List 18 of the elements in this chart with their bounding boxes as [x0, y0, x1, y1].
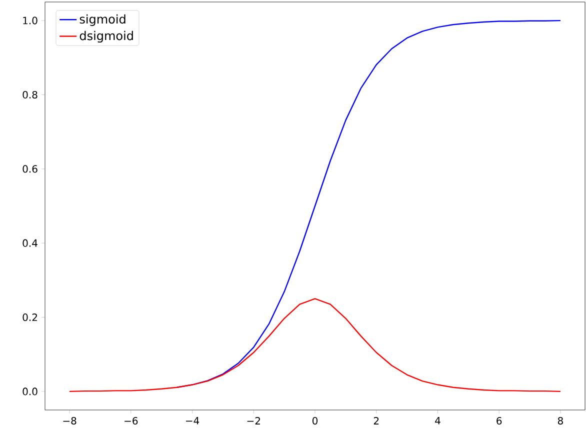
y-tick-label: 0.6 — [22, 165, 38, 173]
line-series — [68, 298, 562, 392]
y-tick-label: 0.4 — [22, 239, 38, 247]
y-tick-label: 0.2 — [22, 313, 37, 322]
y-tick-label: 0.8 — [22, 90, 38, 99]
x-tick-label: 2 — [374, 417, 379, 424]
x-tick-label: 6 — [496, 417, 502, 425]
legend-label: dsigmoid — [80, 30, 133, 43]
y-tick-label: 1.0 — [23, 16, 38, 24]
x-tick-label: −8 — [63, 417, 76, 425]
y-tick-label: 0.0 — [22, 388, 38, 396]
x-tick-label: 4 — [435, 417, 440, 424]
legend-label: sigmoid — [80, 14, 126, 26]
x-tick-label: 8 — [558, 417, 563, 425]
x-tick-label: −6 — [124, 417, 138, 425]
x-tick-label: 0 — [312, 417, 318, 425]
x-tick-label: −4 — [186, 417, 200, 424]
x-tick-label: −2 — [247, 417, 260, 424]
